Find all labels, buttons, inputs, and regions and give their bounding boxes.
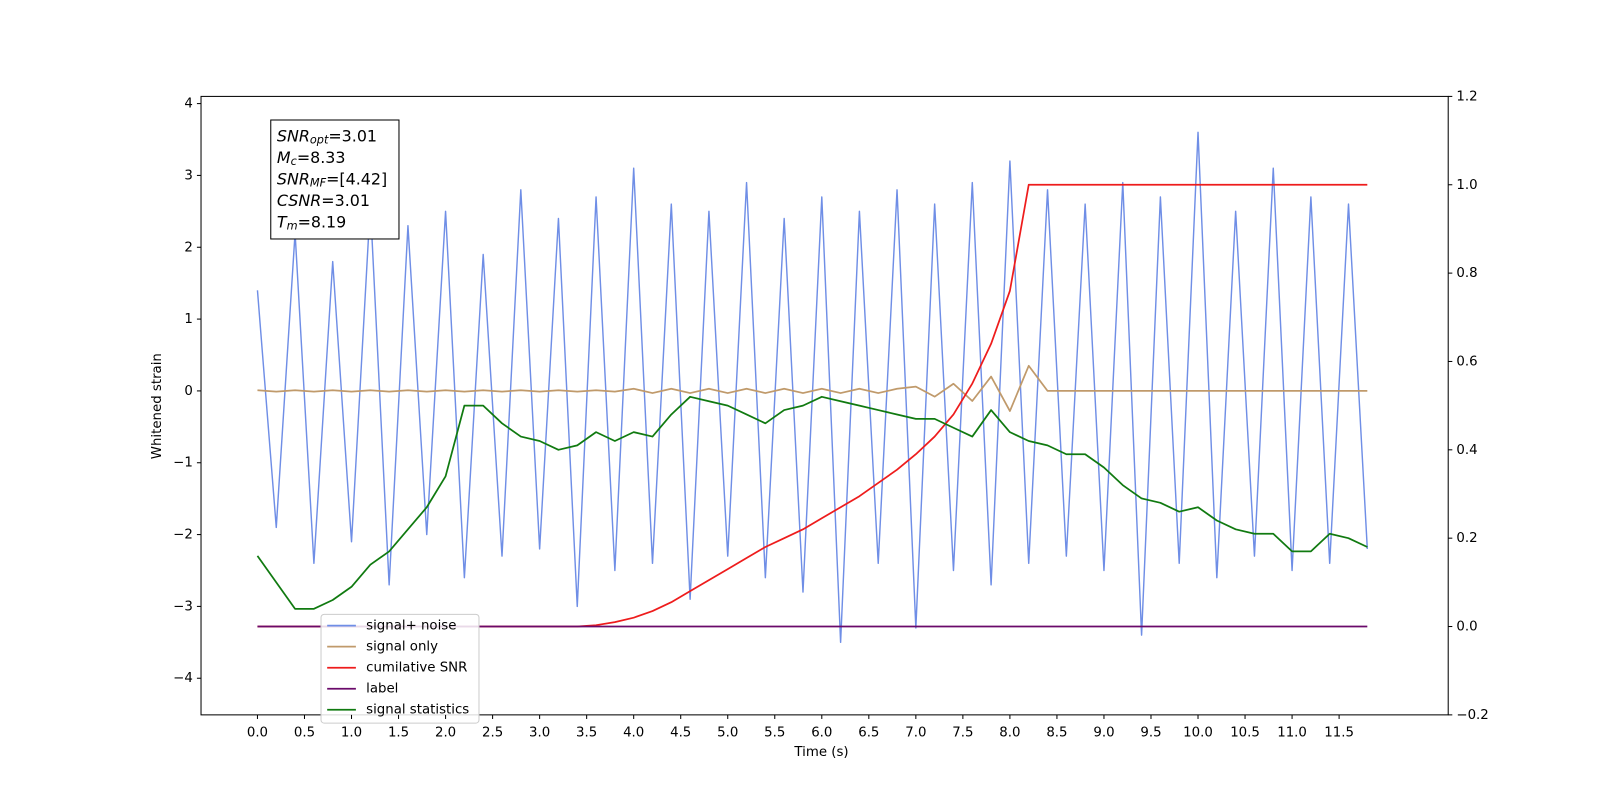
y-tick-label: 0 <box>184 384 192 399</box>
annotation-line: CSNR=3.01 <box>277 191 370 210</box>
series-line <box>257 364 1368 412</box>
x-tick-label: 1.0 <box>341 725 362 740</box>
y2-tick-label: −0.2 <box>1456 708 1488 723</box>
annotation-value: =3.01 <box>321 191 370 210</box>
x-tick-label: 7.5 <box>952 725 973 740</box>
annotation-symbol: SNR <box>277 169 310 188</box>
x-tick-label: 3.0 <box>529 725 550 740</box>
x-tick-label: 1.5 <box>388 725 409 740</box>
x-tick-label: 4.5 <box>670 725 691 740</box>
y2-tick-label: 1.2 <box>1456 89 1477 104</box>
x-tick-label: 2.5 <box>482 725 503 740</box>
y-tick-label: −3 <box>173 599 193 614</box>
y2-tick-label: 0.4 <box>1456 443 1477 458</box>
x-tick-label: 9.0 <box>1093 725 1114 740</box>
annotation-box <box>270 119 400 240</box>
x-tick-label: 4.0 <box>623 725 644 740</box>
series-line <box>256 131 1369 644</box>
x-tick-label: 8.5 <box>1046 725 1067 740</box>
x-tick-label: 11.5 <box>1324 725 1354 740</box>
annotation-line: Tm=8.19 <box>277 212 346 233</box>
y-tick-label: 3 <box>184 168 192 183</box>
legend-label: label <box>366 682 398 697</box>
annotation-line: SNRopt=3.01 <box>277 126 377 147</box>
annotation-value: =8.19 <box>298 212 347 231</box>
x-tick-label: 5.5 <box>764 725 785 740</box>
x-tick-label: 3.5 <box>576 725 597 740</box>
legend-label: signal+ noise <box>366 619 456 634</box>
annotation-symbol: T <box>277 212 288 231</box>
annotation-subscript: MF <box>310 177 327 190</box>
x-tick-label: 10.5 <box>1230 725 1260 740</box>
x-tick-label: 2.0 <box>435 725 456 740</box>
axes-frame <box>200 95 1449 716</box>
y2-tick-label: 0.6 <box>1456 354 1477 369</box>
legend-box <box>320 613 480 724</box>
x-tick-label: 10.0 <box>1183 725 1213 740</box>
series-line <box>256 395 1368 610</box>
plot-area <box>201 96 1449 715</box>
annotation-symbol: CSNR <box>277 191 321 210</box>
y2-tick-label: 1.0 <box>1456 178 1477 193</box>
y2-tick-label: 0.2 <box>1456 531 1477 546</box>
x-tick-label: 11.0 <box>1277 725 1307 740</box>
y2-tick-label: 0.8 <box>1456 266 1477 281</box>
annotation-symbol: SNR <box>277 126 310 145</box>
x-axis-label: Time (s) <box>793 745 848 760</box>
y-axis-label: Whitened strain <box>150 353 165 459</box>
legend-label: signal statistics <box>366 703 469 718</box>
y-tick-label: 1 <box>184 312 192 327</box>
annotation-subscript: m <box>287 220 298 233</box>
legend-label: signal only <box>366 640 438 655</box>
x-tick-label: 6.5 <box>858 725 879 740</box>
legend-label: cumilative SNR <box>366 661 467 676</box>
x-tick-label: 6.0 <box>811 725 832 740</box>
annotation-value: =[4.42] <box>326 169 387 188</box>
y-tick-label: −2 <box>173 528 193 543</box>
annotation-subscript: opt <box>310 134 329 147</box>
y-tick-label: 2 <box>184 240 192 255</box>
annotation-value: =3.01 <box>328 126 377 145</box>
x-tick-label: 0.0 <box>247 725 268 740</box>
x-tick-label: 8.0 <box>999 725 1020 740</box>
x-tick-label: 0.5 <box>294 725 315 740</box>
y-tick-label: −1 <box>173 456 193 471</box>
y-tick-label: 4 <box>184 97 192 112</box>
x-tick-label: 7.0 <box>905 725 926 740</box>
annotation-value: =8.33 <box>297 147 346 166</box>
annotation-subscript: c <box>291 155 298 168</box>
annotation-symbol: M <box>277 147 291 166</box>
annotation-line: Mc=8.33 <box>277 147 346 168</box>
annotation-line: SNRMF=[4.42] <box>277 169 387 190</box>
y2-tick-label: 0.0 <box>1456 620 1477 635</box>
x-tick-label: 5.0 <box>717 725 738 740</box>
x-tick-label: 9.5 <box>1140 725 1161 740</box>
y-tick-label: −4 <box>173 671 193 686</box>
